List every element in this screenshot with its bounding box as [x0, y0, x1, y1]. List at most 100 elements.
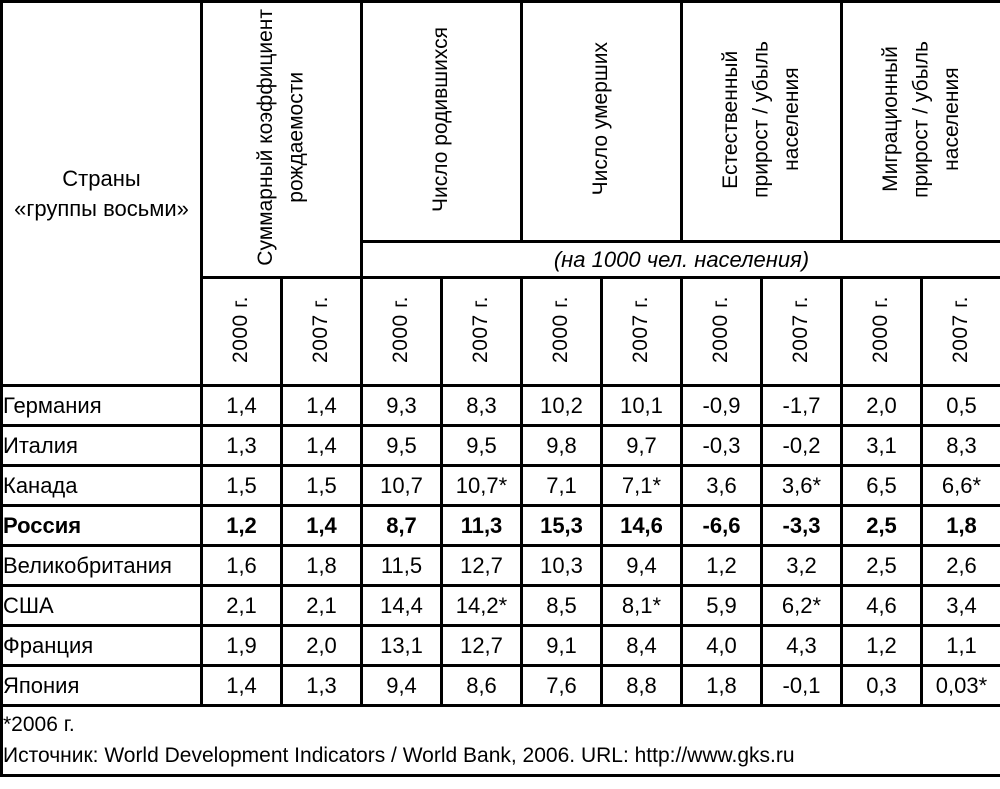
- value-cell: -0,1: [760, 664, 843, 707]
- value-cell: 10,1: [600, 384, 683, 427]
- value-cell: 9,7: [600, 424, 683, 467]
- table-row: Россия 1,2 1,4 8,7 11,3 15,3 14,6 -6,6 -3,3 2,5 1,…: [0, 504, 1000, 547]
- value-cell: 8,4: [600, 624, 683, 667]
- country-cell: Италия: [0, 424, 203, 467]
- value-cell: 3,6*: [760, 464, 843, 507]
- value-cell: 1,3: [280, 664, 363, 707]
- value-cell: -0,2: [760, 424, 843, 467]
- value-cell: 2,1: [280, 584, 363, 627]
- value-cell: 7,6: [520, 664, 603, 707]
- group-header-migration-increase-cell: Миграционный прирост / убыль населения: [840, 0, 1000, 243]
- year-header-cell: 2007 г.: [920, 276, 1000, 387]
- table-row: США 2,1 2,1 14,4 14,2* 8,5 8,1* 5,9 6,2* 4,6 3,4: [0, 584, 1000, 627]
- value-cell: 6,5: [840, 464, 923, 507]
- value-cell: 8,1*: [600, 584, 683, 627]
- year-header-cell: 2007 г.: [440, 276, 523, 387]
- value-cell: 0,03*: [920, 664, 1000, 707]
- value-cell: 10,2: [520, 384, 603, 427]
- footer-cell: *2006 г. Источник: World Development Ind…: [0, 704, 1000, 777]
- value-cell: 13,1: [360, 624, 443, 667]
- group-header-deaths-cell: Число умерших: [520, 0, 683, 243]
- year-header-cell: 2000 г.: [200, 276, 283, 387]
- value-cell: 1,9: [200, 624, 283, 667]
- value-cell: 1,5: [200, 464, 283, 507]
- value-cell: 1,3: [200, 424, 283, 467]
- value-cell: 14,2*: [440, 584, 523, 627]
- value-cell: 10,7*: [440, 464, 523, 507]
- value-cell: 2,6: [920, 544, 1000, 587]
- value-cell: 1,8: [920, 504, 1000, 547]
- value-cell: 1,4: [200, 384, 283, 427]
- country-cell: Япония: [0, 664, 203, 707]
- value-cell: 9,8: [520, 424, 603, 467]
- country-cell: Великобритания: [0, 544, 203, 587]
- value-cell: 1,4: [280, 424, 363, 467]
- value-cell: 7,1*: [600, 464, 683, 507]
- value-cell: 9,3: [360, 384, 443, 427]
- value-cell: 11,3: [440, 504, 523, 547]
- value-cell: 5,9: [680, 584, 763, 627]
- group-header-fertility-label: Суммарный коэффициент рождаемости: [254, 8, 308, 266]
- year-label: 2007 г.: [949, 295, 973, 363]
- group-header-migration-increase-label: Миграционный прирост / убыль населения: [878, 40, 963, 198]
- value-cell: 7,1: [520, 464, 603, 507]
- group-header-births-label: Число родившихся: [429, 26, 453, 212]
- table-footer: *2006 г. Источник: World Development Ind…: [0, 704, 1000, 777]
- value-cell: 2,5: [840, 544, 923, 587]
- value-cell: 15,3: [520, 504, 603, 547]
- table-row: Италия 1,3 1,4 9,5 9,5 9,8 9,7 -0,3 -0,2 3,1 8,3: [0, 424, 1000, 467]
- value-cell: -0,9: [680, 384, 763, 427]
- value-cell: 3,4: [920, 584, 1000, 627]
- country-cell: Россия: [0, 504, 203, 547]
- value-cell: 8,8: [600, 664, 683, 707]
- value-cell: 3,1: [840, 424, 923, 467]
- group-header-row: Страны «группы восьми» Суммарный коэффиц…: [0, 0, 1000, 387]
- value-cell: 14,6: [600, 504, 683, 547]
- year-header-cell: 2007 г.: [600, 276, 683, 387]
- country-cell: Германия: [0, 384, 203, 427]
- country-cell: США: [0, 584, 203, 627]
- value-cell: 1,8: [680, 664, 763, 707]
- year-label: 2000 г.: [709, 295, 733, 363]
- group-header-deaths-label: Число умерших: [589, 42, 613, 196]
- year-label: 2007 г.: [309, 295, 333, 363]
- value-cell: 1,6: [200, 544, 283, 587]
- table-body: Германия 1,4 1,4 9,3 8,3 10,2 10,1 -0,9 -1,7 2,0 0…: [0, 384, 1000, 707]
- country-cell: Франция: [0, 624, 203, 667]
- footer-row: *2006 г. Источник: World Development Ind…: [0, 704, 1000, 777]
- value-cell: 1,4: [280, 384, 363, 427]
- value-cell: 9,5: [360, 424, 443, 467]
- year-header-cell: 2000 г.: [360, 276, 443, 387]
- year-label: 2000 г.: [549, 295, 573, 363]
- value-cell: 1,4: [200, 664, 283, 707]
- value-cell: 1,4: [280, 504, 363, 547]
- value-cell: 2,0: [280, 624, 363, 667]
- value-cell: 8,3: [920, 424, 1000, 467]
- year-header-cell: 2000 г.: [680, 276, 763, 387]
- year-label: 2000 г.: [869, 295, 893, 363]
- table-header: Страны «группы восьми» Суммарный коэффиц…: [0, 0, 1000, 387]
- value-cell: 2,5: [840, 504, 923, 547]
- value-cell: 12,7: [440, 544, 523, 587]
- year-header-cell: 2000 г.: [520, 276, 603, 387]
- value-cell: 14,4: [360, 584, 443, 627]
- value-cell: 3,2: [760, 544, 843, 587]
- value-cell: 0,3: [840, 664, 923, 707]
- table-row: Япония 1,4 1,3 9,4 8,6 7,6 8,8 1,8 -0,1 0,3 0,03*: [0, 664, 1000, 707]
- year-label: 2007 г.: [789, 295, 813, 363]
- source-line: Источник: World Development Indicators /…: [3, 743, 795, 767]
- value-cell: 9,5: [440, 424, 523, 467]
- value-cell: 1,1: [920, 624, 1000, 667]
- group-header-births-cell: Число родившихся: [360, 0, 523, 243]
- year-label: 2000 г.: [389, 295, 413, 363]
- countries-header-cell: Страны «группы восьми»: [0, 0, 203, 387]
- value-cell: 8,6: [440, 664, 523, 707]
- country-cell: Канада: [0, 464, 203, 507]
- value-cell: 6,6*: [920, 464, 1000, 507]
- value-cell: 8,7: [360, 504, 443, 547]
- year-label: 2007 г.: [469, 295, 493, 363]
- value-cell: 0,5: [920, 384, 1000, 427]
- value-cell: 6,2*: [760, 584, 843, 627]
